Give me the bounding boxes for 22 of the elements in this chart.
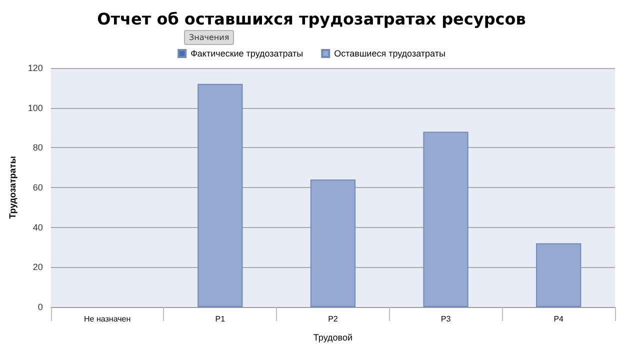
y-tick-label: 80 [32, 142, 43, 153]
x-axis-title: Трудовой [313, 332, 352, 342]
chart-title: Отчет об оставшихся трудозатратах ресурсов [97, 10, 526, 28]
y-tick-label: 100 [28, 102, 43, 113]
x-tick-label: P4 [554, 314, 564, 324]
x-tick-label: P1 [215, 314, 226, 324]
y-axis-title: Трудозатраты [8, 156, 18, 219]
legend-label: Фактические трудозатраты [190, 48, 304, 58]
bar [536, 243, 582, 307]
bar [423, 132, 468, 307]
y-tick-label: 0 [38, 302, 43, 312]
values-field-button: Значения [184, 30, 234, 45]
y-tick-label: 120 [28, 63, 43, 73]
y-tick-label: 60 [32, 182, 43, 192]
y-tick-label: 20 [32, 262, 43, 272]
x-tick-label: Не назначен [84, 314, 131, 324]
bar [198, 84, 243, 307]
legend-label: Оставшиеся трудозатраты [334, 48, 446, 58]
y-tick-label: 40 [32, 222, 43, 232]
bar [310, 180, 356, 307]
x-tick-label: P2 [328, 314, 338, 324]
x-tick-label: P3 [440, 314, 452, 324]
